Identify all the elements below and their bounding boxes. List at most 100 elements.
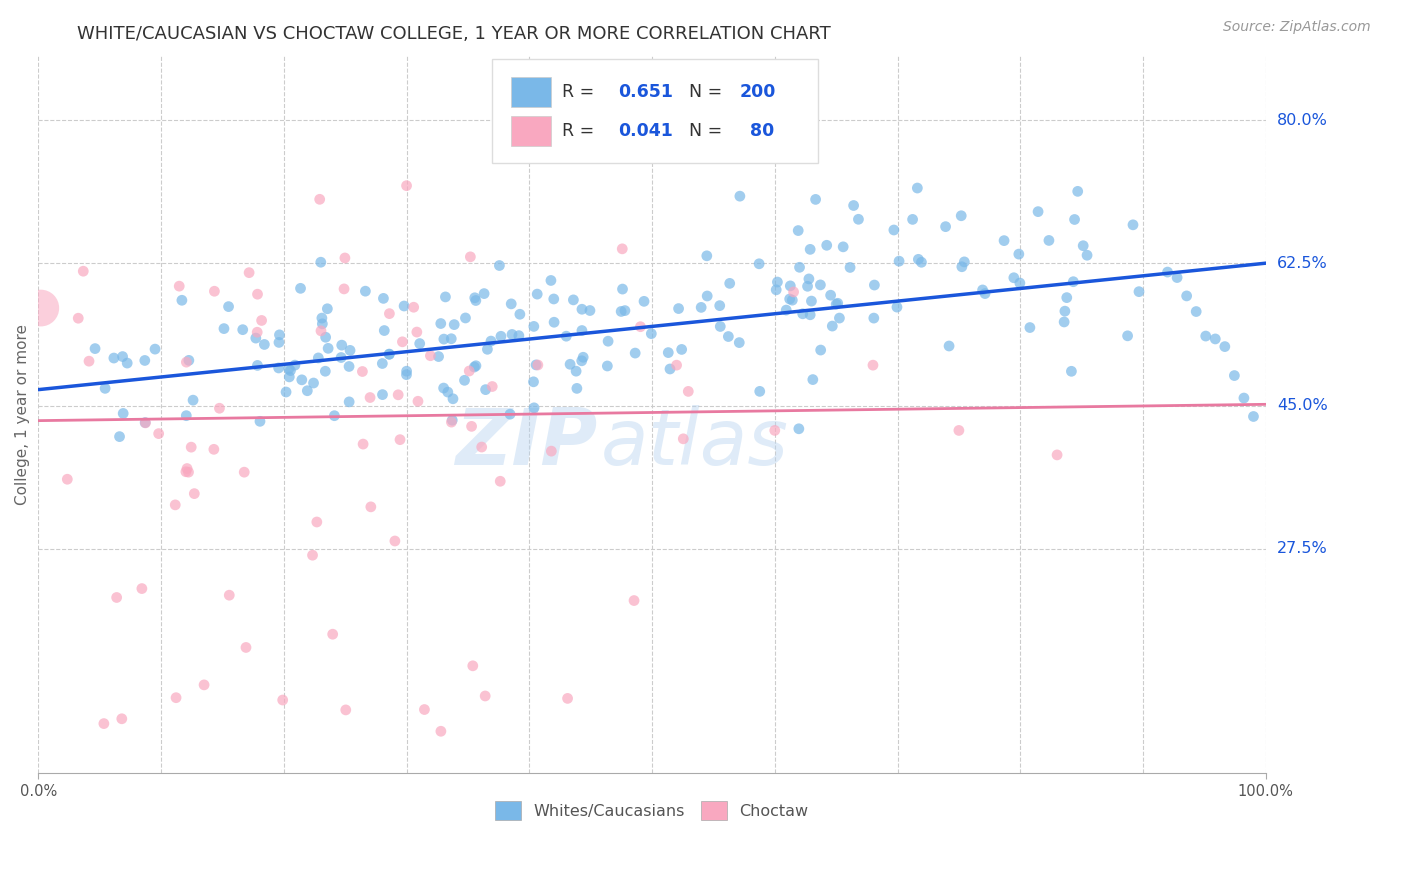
Point xyxy=(323,409,346,423)
Point xyxy=(218,588,240,602)
Point xyxy=(522,375,544,389)
Point xyxy=(598,334,620,349)
Point xyxy=(389,433,412,447)
Point xyxy=(316,301,339,316)
Y-axis label: College, 1 year or more: College, 1 year or more xyxy=(15,324,30,505)
Point xyxy=(901,212,924,227)
Point xyxy=(717,329,740,343)
Point xyxy=(1175,289,1198,303)
Point xyxy=(176,355,198,369)
Point xyxy=(489,475,512,489)
Point xyxy=(953,255,976,269)
Point xyxy=(131,582,153,596)
Point xyxy=(1056,291,1078,305)
Point xyxy=(391,334,413,349)
Point xyxy=(938,339,960,353)
Point xyxy=(557,691,579,706)
Point xyxy=(84,342,107,356)
Point xyxy=(434,290,457,304)
Point xyxy=(1243,409,1265,424)
Point xyxy=(1195,329,1218,343)
Point xyxy=(337,395,360,409)
Point xyxy=(333,282,356,296)
Point xyxy=(392,299,415,313)
Point xyxy=(297,384,319,398)
Point xyxy=(134,416,156,430)
Point xyxy=(571,353,593,368)
Text: 0.651: 0.651 xyxy=(617,83,672,101)
Point xyxy=(948,424,970,438)
Point xyxy=(1116,328,1139,343)
Point xyxy=(67,311,90,326)
Point xyxy=(181,393,204,408)
Point xyxy=(56,472,79,486)
Point xyxy=(395,178,418,193)
Point xyxy=(337,359,360,374)
Point xyxy=(499,407,522,421)
Point xyxy=(322,627,344,641)
Point xyxy=(950,260,973,274)
Point xyxy=(72,264,94,278)
Text: N =: N = xyxy=(689,122,728,140)
Point xyxy=(659,362,682,376)
Point xyxy=(1053,315,1076,329)
Point xyxy=(316,342,339,356)
FancyBboxPatch shape xyxy=(510,116,551,146)
Point xyxy=(474,689,496,703)
Point xyxy=(799,243,821,257)
Point xyxy=(763,424,786,438)
Point xyxy=(804,193,827,207)
Text: 45.0%: 45.0% xyxy=(1277,399,1327,414)
Point xyxy=(779,292,801,306)
Point xyxy=(305,515,328,529)
Point xyxy=(690,301,713,315)
Point xyxy=(77,354,100,368)
Point xyxy=(472,286,495,301)
Text: N =: N = xyxy=(689,83,728,101)
Point xyxy=(267,361,290,376)
Point xyxy=(433,381,456,395)
Point xyxy=(842,198,865,212)
Point xyxy=(862,311,884,326)
Point xyxy=(437,385,460,400)
Point xyxy=(460,419,482,434)
Point xyxy=(832,240,855,254)
Point xyxy=(565,381,588,395)
Point xyxy=(111,350,134,364)
Point xyxy=(427,350,450,364)
Point xyxy=(165,690,187,705)
Point xyxy=(820,288,842,302)
Point xyxy=(523,319,546,334)
Point xyxy=(782,293,804,307)
Point xyxy=(613,303,636,318)
Point xyxy=(460,250,482,264)
Point xyxy=(501,327,523,342)
Point xyxy=(887,254,910,268)
Point xyxy=(886,300,908,314)
Point xyxy=(1076,248,1098,262)
Point xyxy=(488,259,510,273)
Point xyxy=(315,330,337,344)
Point xyxy=(409,336,432,351)
Point xyxy=(463,359,485,374)
Point xyxy=(787,223,810,237)
Point xyxy=(1038,234,1060,248)
Point xyxy=(825,297,848,311)
Point xyxy=(177,465,200,479)
Point xyxy=(301,548,323,562)
Point xyxy=(405,325,427,339)
Point xyxy=(458,364,481,378)
Point xyxy=(1008,276,1031,290)
Point xyxy=(657,345,679,359)
Point xyxy=(360,500,382,514)
Point xyxy=(1008,247,1031,261)
Point xyxy=(339,343,361,358)
Point xyxy=(579,303,602,318)
Point xyxy=(1018,320,1040,334)
Point xyxy=(596,359,619,373)
Point xyxy=(165,498,187,512)
Point xyxy=(143,342,166,356)
Point xyxy=(461,658,484,673)
Point xyxy=(572,351,595,365)
Point xyxy=(395,364,418,378)
